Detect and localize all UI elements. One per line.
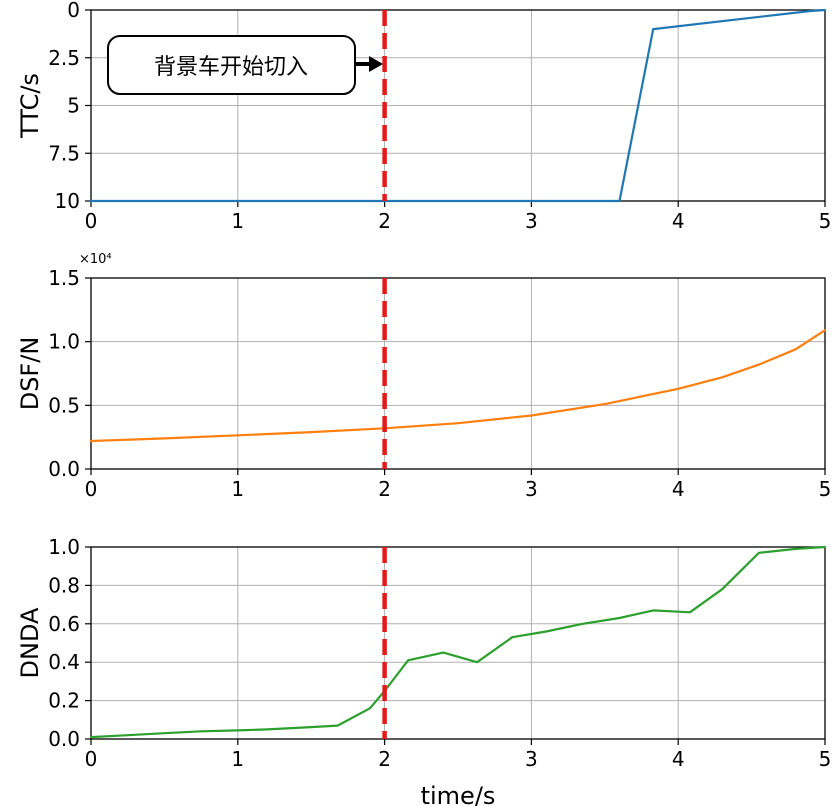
series-line-1-1 [89, 8, 827, 203]
y-tick-label: 7.5 [48, 141, 80, 165]
y-axis-label: DSF/N [16, 337, 44, 411]
annotation-text: 背景车开始切入 [154, 55, 308, 80]
x-tick-label: 2 [378, 747, 391, 771]
x-tick-label: 3 [525, 747, 538, 771]
x-tick-label: 5 [819, 747, 832, 771]
y-axis-label: TTC/s [16, 73, 44, 139]
annotation-arrow-head [369, 56, 383, 72]
x-axis-label: time/s [421, 782, 496, 806]
x-tick-label: 1 [231, 209, 244, 233]
x-tick-label: 3 [525, 209, 538, 233]
x-tick-label: 0 [85, 747, 98, 771]
x-tick-label: 2 [378, 477, 391, 501]
x-tick-label: 4 [672, 747, 685, 771]
x-tick-label: 5 [819, 477, 832, 501]
annotation: 背景车开始切入 [107, 35, 383, 95]
y-tick-label: 1.0 [48, 330, 80, 354]
y-axis-label: DNDA [16, 607, 44, 678]
series-line-2-1 [89, 329, 827, 443]
x-tick-label: 1 [231, 477, 244, 501]
y-tick-label: 0.4 [48, 650, 80, 674]
y-tick-label: 0 [67, 0, 80, 22]
chart-panel-1: 0 1 2 3 4 5 0 2.5 5 7.5 10 TTC/s [16, 0, 831, 233]
y-axis-multiplier: ×10⁴ [79, 252, 112, 267]
x-tick-label: 0 [85, 209, 98, 233]
chart-panel-3: 0 1 2 3 4 5 0.0 0.2 0.4 0.6 0.8 1.0 DNDA time/s [16, 535, 831, 806]
y-tick-label: 10 [55, 189, 80, 213]
plot-frame [90, 546, 826, 740]
annotation-box [107, 35, 356, 95]
x-tick-label: 5 [819, 209, 832, 233]
x-tick-label: 4 [672, 477, 685, 501]
y-tick-label: 2.5 [48, 46, 80, 70]
y-tick-label: 0.0 [48, 457, 80, 481]
chart-panel-2: 0 1 2 3 4 5 0.0 0.5 1.0 1.5 DSF/N ×10⁴ [16, 252, 831, 501]
y-tick-label: 0.8 [48, 573, 80, 597]
y-tick-label: 1.0 [48, 535, 80, 559]
x-tick-label: 3 [525, 477, 538, 501]
x-tick-label: 0 [85, 477, 98, 501]
y-tick-label: 0.2 [48, 689, 80, 713]
series-line-3-1 [89, 545, 827, 739]
x-tick-label: 2 [378, 209, 391, 233]
x-tick-label: 1 [231, 747, 244, 771]
y-tick-label: 0.6 [48, 612, 80, 636]
y-tick-label: 5 [67, 94, 80, 118]
x-tick-label: 4 [672, 209, 685, 233]
plot-frame [90, 277, 826, 470]
y-tick-label: 0.0 [48, 727, 80, 751]
y-tick-label: 1.5 [48, 266, 80, 290]
y-tick-label: 0.5 [48, 393, 80, 417]
